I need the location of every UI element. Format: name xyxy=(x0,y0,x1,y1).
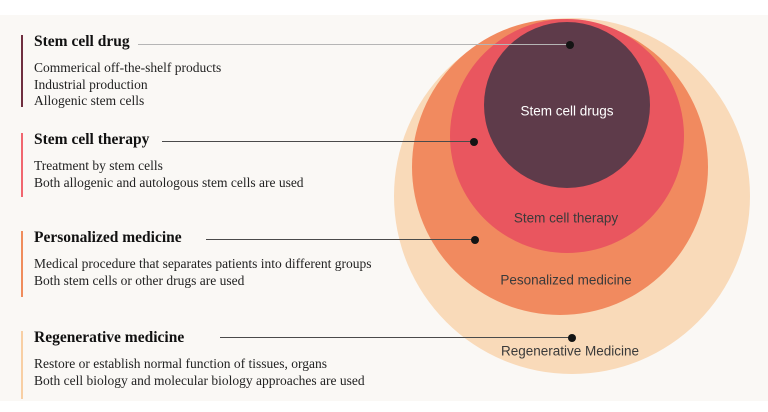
legend-heading-regenerative-medicine: Regenerative medicine xyxy=(34,329,185,346)
connector-personalized-medicine xyxy=(206,235,479,244)
circle-label-regenerative-medicine: Regenerative Medicine xyxy=(500,343,640,359)
legend-heading-stem-cell-therapy: Stem cell therapy xyxy=(34,131,150,148)
legend-line: Commerical off-the-shelf products xyxy=(34,60,222,75)
circle-stem-cell-drugs xyxy=(484,22,650,188)
accent-bar-stem-cell-therapy xyxy=(21,133,23,197)
legend-line: Allogenic stem cells xyxy=(34,93,145,108)
legend-regenerative-medicine: Regenerative medicine Restore or establi… xyxy=(21,329,454,399)
circle-label-stem-cell-drugs: Stem cell drugs xyxy=(520,103,614,119)
circle-label-personalized-medicine: Pesonalized medicine xyxy=(500,272,632,288)
legend-line: Both stem cells or other drugs are used xyxy=(34,272,245,288)
connector-dot-regenerative-medicine xyxy=(568,333,576,342)
legend-heading-personalized-medicine: Personalized medicine xyxy=(34,229,182,246)
accent-bar-personalized-medicine xyxy=(21,231,23,297)
legend-personalized-medicine: Personalized medicine Medical procedure … xyxy=(21,229,434,297)
legend-stem-cell-drug: Stem cell drug Commerical off-the-shelf … xyxy=(21,33,414,108)
connector-dot-stem-cell-therapy xyxy=(470,137,478,146)
legend-line: Treatment by stem cells xyxy=(34,158,163,173)
accent-bar-regenerative-medicine xyxy=(21,331,23,399)
legend-stem-cell-therapy: Stem cell therapy Treatment by stem cell… xyxy=(21,131,434,197)
connector-dot-stem-cell-drug xyxy=(566,40,574,49)
legend-line: Medical procedure that separates patient… xyxy=(34,256,372,271)
legend-line: Both cell biology and molecular biology … xyxy=(34,372,365,388)
legend-line: Restore or establish normal function of … xyxy=(34,356,327,371)
circle-label-stem-cell-therapy: Stem cell therapy xyxy=(513,210,619,226)
connector-stem-cell-therapy xyxy=(162,137,478,146)
legend-line: Industrial production xyxy=(34,76,148,92)
connector-stem-cell-drug xyxy=(138,40,574,49)
accent-bar-stem-cell-drug xyxy=(21,35,23,107)
connector-regenerative-medicine xyxy=(220,333,576,342)
legend-heading-stem-cell-drug: Stem cell drug xyxy=(34,33,130,50)
connector-dot-personalized-medicine xyxy=(471,235,479,244)
legend-line: Both allogenic and autologous stem cells… xyxy=(34,174,304,190)
